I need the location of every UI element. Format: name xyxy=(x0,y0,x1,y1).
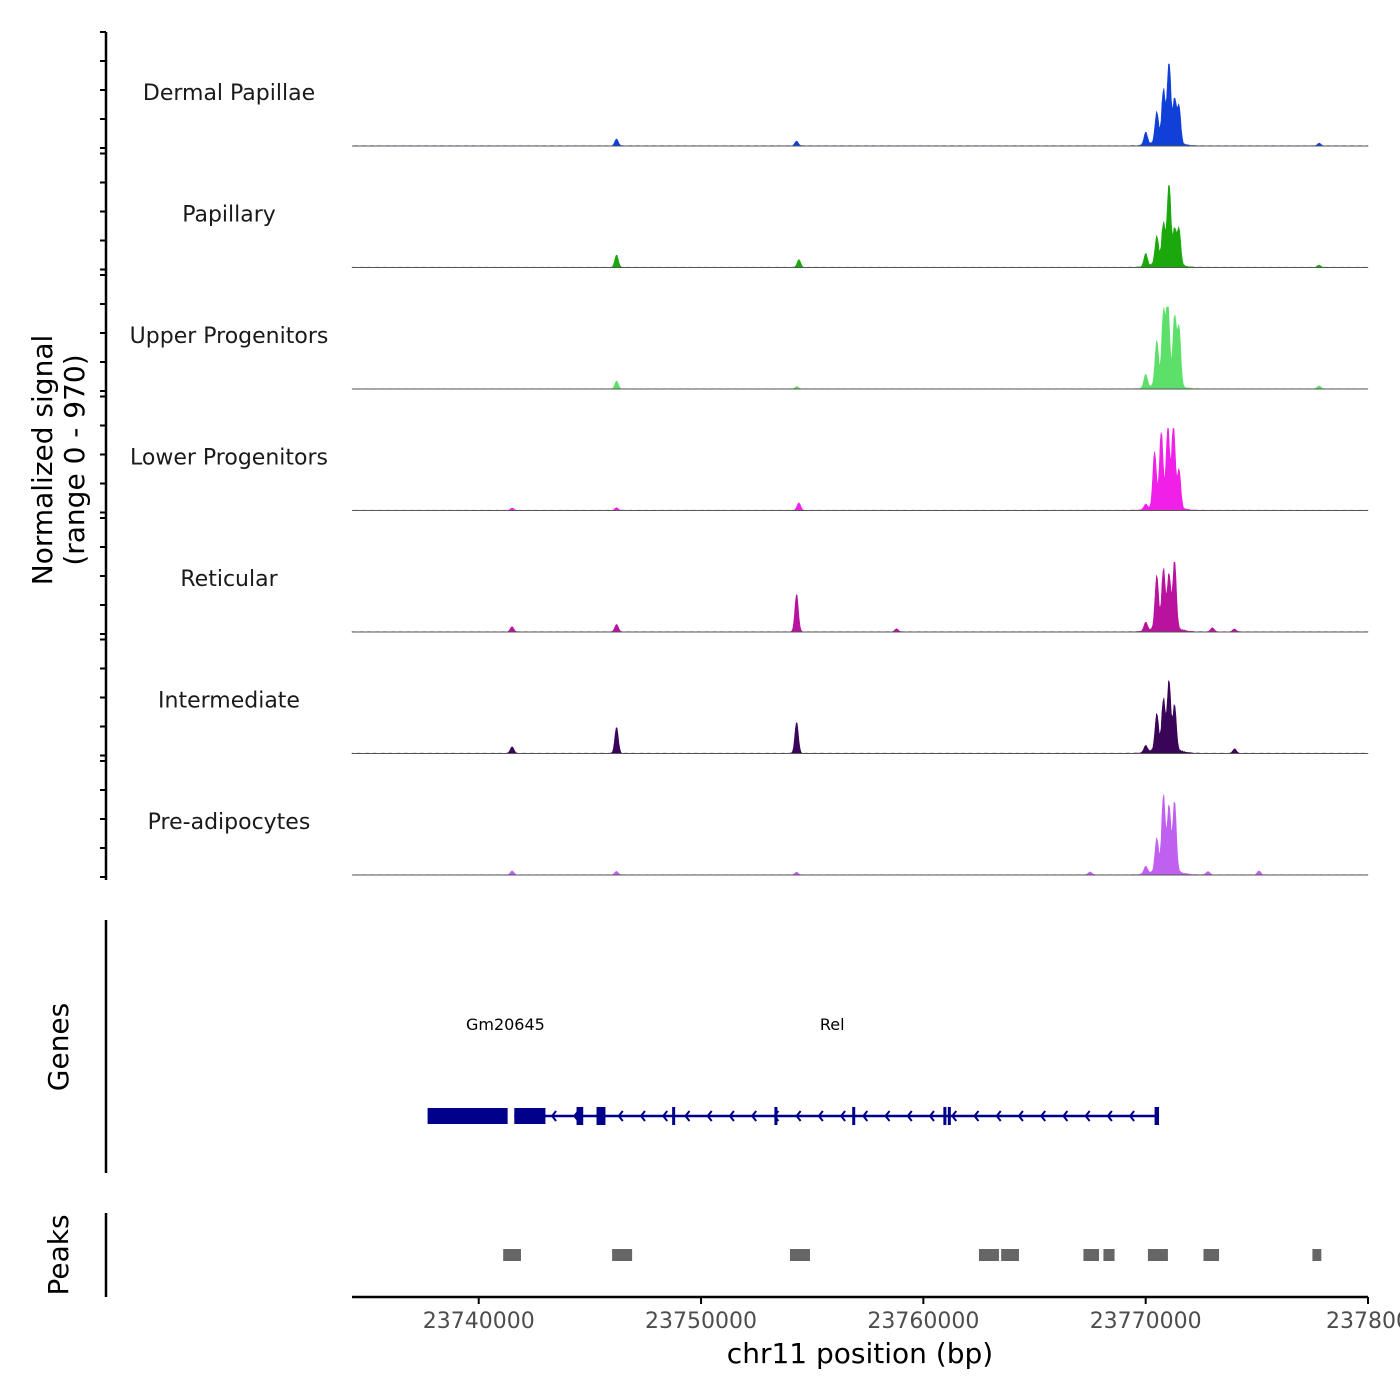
strand-arrow xyxy=(684,1110,691,1122)
gene-body xyxy=(427,1108,508,1124)
peak-region xyxy=(612,1249,633,1261)
strand-arrow xyxy=(884,1110,891,1122)
strand-arrow xyxy=(973,1110,980,1122)
x-axis-title: chr11 position (bp) xyxy=(727,1337,993,1370)
track-label: Papillary xyxy=(182,203,276,228)
track-lower-progenitors: Lower Progenitors xyxy=(130,428,1369,511)
strand-arrow xyxy=(1039,1110,1046,1122)
signal-area xyxy=(351,63,1369,147)
track-label: Reticular xyxy=(180,567,278,592)
track-intermediate: Intermediate xyxy=(158,680,1369,754)
strand-arrow xyxy=(1128,1110,1135,1122)
track-reticular: Reticular xyxy=(180,561,1369,633)
strand-arrow xyxy=(817,1110,824,1122)
peak-region xyxy=(1203,1249,1220,1261)
signal-area xyxy=(351,561,1369,633)
y-axis-title-line1: Normalized signal xyxy=(26,335,59,586)
track-upper-progenitors: Upper Progenitors xyxy=(130,306,1369,390)
track-label: Upper Progenitors xyxy=(130,324,329,349)
gene-exon xyxy=(672,1107,676,1125)
gene-exon xyxy=(774,1107,778,1125)
gene-exon xyxy=(852,1107,856,1125)
track-papillary: Papillary xyxy=(182,185,1369,268)
genes-track: Gm20645 Rel xyxy=(427,1015,1160,1125)
strand-arrow xyxy=(928,1110,935,1122)
gene-gm20645: Gm20645 xyxy=(427,1015,545,1124)
genes-axis-title: Genes xyxy=(42,1003,75,1091)
strand-arrow xyxy=(839,1110,846,1122)
signal-y-axis xyxy=(100,31,108,880)
signal-area xyxy=(351,306,1369,390)
gene-exon xyxy=(514,1108,546,1124)
track-label: Pre-adipocytes xyxy=(148,810,311,835)
strand-arrow xyxy=(1062,1110,1069,1122)
peak-region xyxy=(789,1249,810,1261)
gene-exon xyxy=(943,1107,947,1125)
signal-area xyxy=(351,185,1369,268)
position-x-axis: 23740000 23750000 23760000 23770000 237800 xyxy=(352,1295,1400,1334)
peak-region xyxy=(1083,1249,1099,1261)
gene-exon xyxy=(576,1107,584,1125)
peaks-axis-title: Peaks xyxy=(42,1214,75,1295)
strand-arrow xyxy=(728,1110,735,1122)
gene-exon xyxy=(596,1107,606,1125)
x-tick-label: 23750000 xyxy=(645,1309,757,1334)
strand-arrow xyxy=(550,1110,557,1122)
signal-area xyxy=(351,794,1369,876)
gene-exon xyxy=(1154,1107,1160,1125)
peak-region xyxy=(1001,1249,1019,1261)
peak-region xyxy=(1147,1249,1168,1261)
strand-arrow xyxy=(906,1110,913,1122)
y-axis-title-line2: (range 0 - 970) xyxy=(58,354,91,565)
strand-arrow xyxy=(750,1110,757,1122)
x-tick-label: 237800 xyxy=(1326,1309,1400,1334)
gene-exon xyxy=(947,1107,951,1125)
strand-arrow xyxy=(950,1110,958,1122)
signal-area xyxy=(351,680,1369,754)
track-label: Dermal Papillae xyxy=(143,81,315,106)
strand-arrow xyxy=(862,1110,869,1122)
strand-arrow xyxy=(795,1110,802,1122)
gene-label: Gm20645 xyxy=(466,1015,545,1034)
peak-region xyxy=(1312,1249,1322,1261)
strand-arrow xyxy=(1017,1110,1024,1122)
track-label: Lower Progenitors xyxy=(130,446,328,471)
track-dermal-papillae: Dermal Papillae xyxy=(143,63,1369,147)
strand-arrow xyxy=(617,1110,624,1122)
signal-area xyxy=(351,428,1369,511)
track-label: Intermediate xyxy=(158,689,300,714)
strand-arrow xyxy=(706,1110,713,1122)
peaks-track xyxy=(503,1249,1322,1261)
gene-rel: Rel xyxy=(514,1015,1160,1125)
strand-arrow xyxy=(661,1110,669,1122)
strand-arrow xyxy=(1084,1110,1091,1122)
x-tick-label: 23770000 xyxy=(1090,1309,1202,1334)
signal-tracks: Dermal Papillae Papillary Upper Progenitor… xyxy=(130,63,1369,876)
strand-arrow xyxy=(639,1110,646,1122)
x-tick-label: 23740000 xyxy=(423,1309,535,1334)
strand-arrow xyxy=(995,1110,1002,1122)
x-tick-label: 23760000 xyxy=(867,1309,979,1334)
peak-region xyxy=(1103,1249,1115,1261)
track-pre-adipocytes: Pre-adipocytes xyxy=(148,794,1369,876)
strand-arrow xyxy=(1106,1110,1113,1122)
peak-region xyxy=(978,1249,999,1261)
gene-label: Rel xyxy=(820,1015,845,1034)
peak-region xyxy=(503,1249,521,1261)
